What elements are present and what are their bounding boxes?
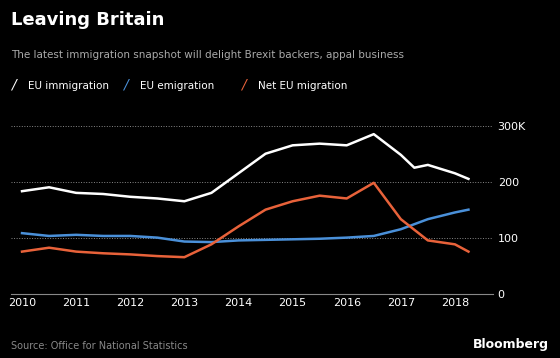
- Text: Net EU migration: Net EU migration: [258, 81, 347, 91]
- Text: Bloomberg: Bloomberg: [473, 338, 549, 351]
- Text: /: /: [241, 77, 245, 91]
- Text: /: /: [11, 77, 16, 91]
- Text: /: /: [123, 77, 128, 91]
- Text: Source: Office for National Statistics: Source: Office for National Statistics: [11, 341, 188, 351]
- Text: Leaving Britain: Leaving Britain: [11, 11, 165, 29]
- Text: The latest immigration snapshot will delight Brexit backers, appal business: The latest immigration snapshot will del…: [11, 50, 404, 60]
- Text: EU immigration: EU immigration: [28, 81, 109, 91]
- Text: EU emigration: EU emigration: [140, 81, 214, 91]
